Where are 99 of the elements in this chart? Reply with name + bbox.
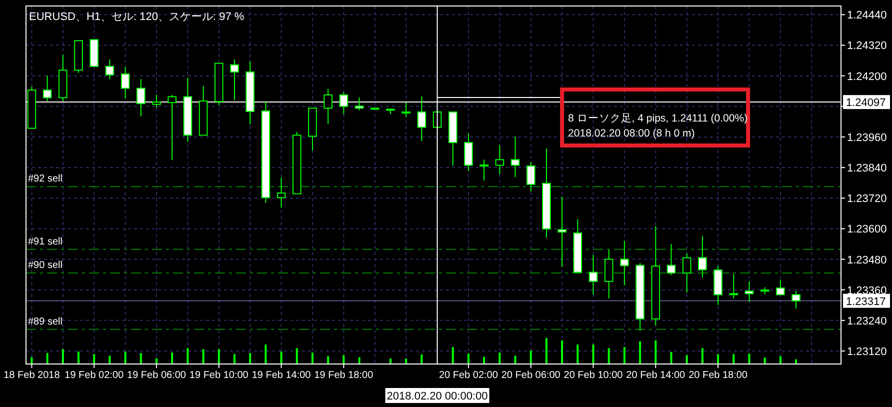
bar (654, 340, 657, 364)
x-tick-label: 20 Feb 06:00 (501, 370, 561, 381)
y-tick-label: 1.23720 (847, 193, 887, 206)
bar (592, 344, 594, 364)
bar (405, 358, 408, 364)
candlestick (168, 94, 176, 160)
ref-line-label: #89 sell (28, 316, 62, 328)
bar (670, 352, 672, 364)
bar (779, 356, 782, 364)
candlestick (152, 94, 161, 108)
candlestick (729, 274, 738, 300)
x-tick-label: 18 Feb 2018 (4, 370, 60, 381)
bar (311, 352, 314, 364)
bar (452, 347, 454, 364)
x-tick-label: 20 Feb 02:00 (438, 370, 498, 381)
bar (296, 348, 298, 364)
bar (124, 352, 126, 364)
bar (514, 356, 516, 364)
x-tick-label: 19 Feb 18:00 (314, 370, 374, 381)
bar (249, 353, 252, 364)
bar (639, 341, 642, 364)
bar (46, 353, 48, 364)
bar (280, 352, 282, 364)
candlestick (105, 59, 114, 80)
candlestick (744, 280, 754, 302)
bar (576, 344, 579, 364)
candlestick (324, 88, 332, 124)
bar (483, 356, 486, 364)
candlestick (495, 144, 504, 175)
ref-line-label: 2018.02.20 00:00:00 (386, 390, 488, 402)
bar (748, 354, 750, 364)
candlestick (792, 290, 800, 310)
y-tick-label: 1.23840 (847, 162, 887, 175)
candlestick (120, 66, 130, 99)
bar (358, 357, 360, 364)
y-tick-label: 1.23240 (847, 315, 887, 328)
candlestick (558, 196, 566, 268)
y-tick-label: 1.23480 (847, 254, 887, 266)
bar (78, 352, 80, 364)
bar (30, 357, 33, 364)
x-tick-label: 19 Feb 10:00 (189, 370, 249, 381)
chart-title: EURUSD、H1、セル: 120、スケール: 97 % (29, 11, 244, 23)
bar (420, 354, 423, 364)
candlestick (620, 240, 629, 286)
bar (530, 350, 532, 364)
bar (62, 349, 64, 364)
bar (701, 348, 704, 364)
x-tick-label: 20 Feb 14:00 (626, 370, 686, 381)
candlestick (526, 162, 536, 192)
annotation: 2018.02.20 08:00 (8 h 0 m) (568, 127, 695, 140)
bar (686, 355, 688, 364)
candlestick (464, 133, 473, 172)
y-tick-label: 1.23120 (847, 346, 887, 358)
candlestick (588, 254, 598, 296)
bar (186, 348, 189, 364)
bar (623, 347, 626, 364)
candlestick (698, 235, 707, 278)
ref-line-label: 1.24097 (846, 97, 886, 110)
bar (342, 355, 345, 364)
y-tick-label: 1.24200 (847, 70, 887, 83)
bar (218, 349, 220, 364)
y-tick-label: 1.24320 (847, 40, 887, 52)
bar (467, 354, 470, 364)
x-tick-label: 19 Feb 02:00 (64, 370, 124, 381)
candlestick (276, 176, 286, 208)
y-tick-label: 1.23360 (847, 284, 887, 297)
bar (389, 358, 392, 364)
bar (545, 338, 548, 364)
bar (202, 349, 204, 364)
y-tick-label: 1.23600 (847, 224, 887, 236)
bar (498, 352, 501, 364)
bar (608, 348, 610, 364)
bar (732, 354, 735, 364)
bar (327, 356, 330, 364)
x-tick-label: 20 Feb 18:00 (688, 370, 748, 381)
ref-line-label: #90 sell (28, 260, 62, 272)
bar (717, 354, 720, 364)
x-tick-label: 19 Feb 06:00 (127, 370, 186, 381)
x-tick-label: 19 Feb 14:00 (252, 370, 312, 381)
candlestick (604, 249, 614, 300)
bar (108, 356, 111, 364)
y-tick-label: 1.24440 (847, 10, 887, 22)
bar (264, 344, 267, 364)
bar (93, 354, 96, 364)
bar (233, 354, 236, 364)
candlestick (776, 279, 785, 296)
candlestick (666, 243, 676, 276)
y-tick-label: 1.23960 (847, 132, 887, 144)
ref-line-label: #92 sell (28, 174, 62, 185)
bar (140, 353, 142, 364)
ref-line-label: #91 sell (28, 236, 62, 248)
candlestick (682, 252, 692, 294)
candlestick (510, 136, 520, 178)
bar (561, 340, 564, 364)
bar (764, 358, 766, 364)
candlestick (480, 159, 488, 182)
ref-line-label: 1.23317 (846, 296, 886, 308)
x-tick-label: 20 Feb 10:00 (564, 370, 624, 381)
bar (171, 352, 174, 364)
